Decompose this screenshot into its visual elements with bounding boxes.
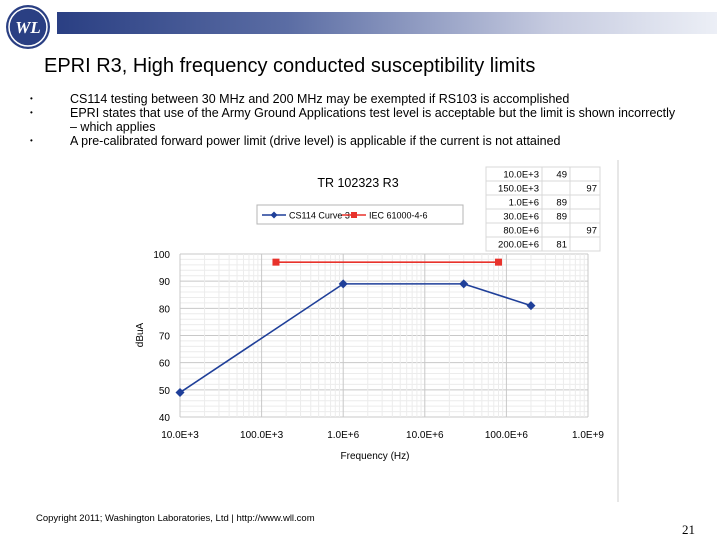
y-tick-label: 80 xyxy=(159,304,171,315)
data-table: 10.0E+3 49 150.0E+3 97 1.0E+6 89 30.0E+6 89 80.0… xyxy=(485,166,601,252)
legend-marker xyxy=(351,212,357,218)
bullet-text: EPRI states that use of the Army Ground … xyxy=(70,106,676,134)
x-axis-label: Frequency (Hz) xyxy=(341,451,410,462)
table-cs114-value: 49 xyxy=(556,170,567,181)
y-tick-label: 50 xyxy=(159,386,171,397)
table-freq: 150.0E+3 xyxy=(498,184,539,195)
y-tick-label: 40 xyxy=(159,413,171,424)
y-tick-label: 70 xyxy=(159,332,171,343)
data-point xyxy=(272,258,280,266)
table-freq: 80.0E+6 xyxy=(503,226,539,237)
page-number: 21 xyxy=(682,522,695,537)
bullet-item: • CS114 testing between 30 MHz and 200 MH… xyxy=(30,92,680,106)
slide-title: EPRI R3, High frequency conducted suscep… xyxy=(44,55,536,77)
x-tick-label: 100.0E+6 xyxy=(485,430,529,441)
y-axis-label: dBuA xyxy=(135,322,146,347)
chart-legend: CS114 Curve 3 IEC 61000-4-6 xyxy=(256,204,464,225)
table-freq: 200.0E+6 xyxy=(498,240,539,251)
x-tick-label: 10.0E+3 xyxy=(161,430,199,441)
table-cs114-value: 89 xyxy=(556,198,567,209)
legend-label: CS114 Curve 3 xyxy=(289,211,350,221)
bullet-item: • A pre-calibrated forward power limit (d… xyxy=(30,134,680,148)
table-cs114-value: 89 xyxy=(556,212,567,223)
table-freq: 10.0E+3 xyxy=(503,170,539,181)
data-point xyxy=(526,301,536,311)
x-tick-label: 1.0E+6 xyxy=(327,430,359,441)
bullet-icon: • xyxy=(30,94,33,103)
bullet-text: CS114 testing between 30 MHz and 200 MHz… xyxy=(70,92,570,106)
plot-area: 100 90 80 70 60 50 40 10.0E+3 100.0E+3 1.0E+6 10.0… xyxy=(153,250,604,441)
header-bar xyxy=(57,12,717,34)
data-point xyxy=(175,388,185,398)
chart-title: TR 102323 R3 xyxy=(317,176,398,190)
x-tick-label: 1.0E+9 xyxy=(572,430,604,441)
bullet-icon: • xyxy=(30,136,33,145)
bullet-text: A pre-calibrated forward power limit (dr… xyxy=(70,134,561,148)
chart: TR 102323 R3 CS114 Curve 3 IEC 61000-4-6 … xyxy=(130,160,620,502)
x-tick-label: 10.0E+6 xyxy=(406,430,444,441)
data-point xyxy=(494,258,502,266)
footer-copyright: Copyright 2011; Washington Laboratories,… xyxy=(36,513,315,524)
legend-label: IEC 61000-4-6 xyxy=(369,211,428,221)
data-point xyxy=(338,279,348,289)
table-iec-value: 97 xyxy=(586,226,597,237)
company-logo: WL xyxy=(6,5,50,49)
y-tick-label: 60 xyxy=(159,359,171,370)
x-tick-label: 100.0E+3 xyxy=(240,430,284,441)
y-tick-label: 100 xyxy=(153,250,170,261)
series-line xyxy=(179,283,532,394)
legend-marker xyxy=(270,211,278,219)
table-iec-value: 97 xyxy=(586,184,597,195)
data-point xyxy=(459,279,469,289)
y-tick-label: 90 xyxy=(159,277,171,288)
table-freq: 30.0E+6 xyxy=(503,212,539,223)
bullet-item: • EPRI states that use of the Army Ground… xyxy=(30,106,680,134)
table-freq: 1.0E+6 xyxy=(509,198,539,209)
table-cs114-value: 81 xyxy=(556,240,567,251)
bullet-icon: • xyxy=(30,108,33,117)
bullet-list: • CS114 testing between 30 MHz and 200 MH… xyxy=(30,92,680,148)
logo-text: WL xyxy=(15,18,41,37)
